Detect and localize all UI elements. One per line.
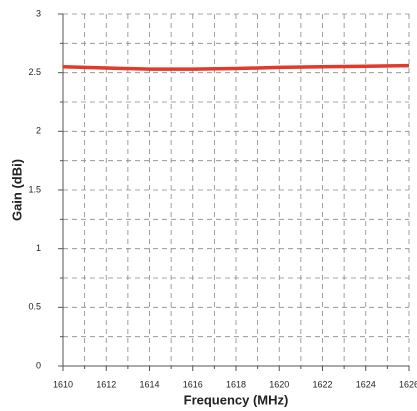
y-tick-label: 2 [36,126,41,136]
x-tick-label: 1612 [96,379,116,389]
x-tick-label: 1610 [53,379,73,389]
data-line [62,63,410,71]
x-axis-title: Frequency (MHz) [184,392,289,407]
x-tick-label: 1618 [226,379,246,389]
x-tick-label: 1614 [139,379,159,389]
x-tick-label: 1624 [356,379,376,389]
y-tick-label: 1.5 [28,184,41,194]
y-tick-label: 1 [36,243,41,253]
x-tick-label: 1620 [269,379,289,389]
x-tick-label: 1622 [312,379,332,389]
y-tick-label: 0.5 [28,302,41,312]
y-axis-title: Gain (dBi) [9,159,24,221]
y-tick-label: 3 [36,8,41,18]
y-tick-label: 0 [36,360,41,370]
x-tick-label: 1626 [399,379,417,389]
x-tick-label: 1616 [183,379,203,389]
y-tick-label: 2.5 [28,67,41,77]
